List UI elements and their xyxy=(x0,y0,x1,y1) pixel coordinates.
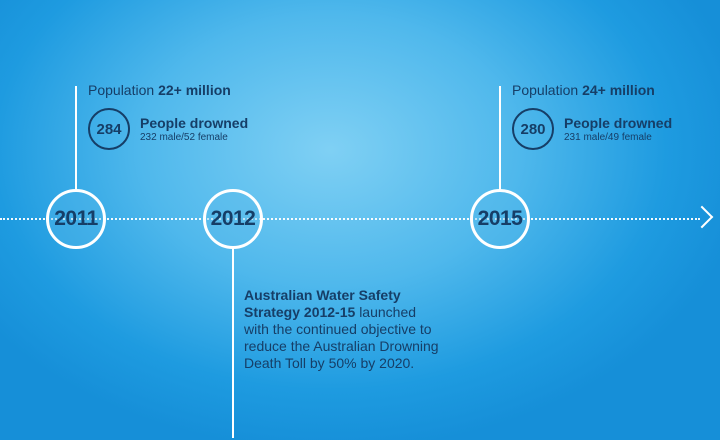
timeline-arrow-icon xyxy=(690,205,714,229)
population-2011: Population 22+ million xyxy=(88,82,248,98)
year-label-2015: 2015 xyxy=(477,207,523,230)
stem-2011 xyxy=(75,86,77,189)
drowned-detail-2015: 231 male/49 female xyxy=(564,131,652,143)
drowned-count-2015: 280 xyxy=(512,108,554,150)
population-prefix: Population xyxy=(88,82,155,98)
year-node-2011: 2011 xyxy=(46,189,106,249)
population-prefix: Population xyxy=(512,82,579,98)
stem-2015 xyxy=(499,86,501,189)
year-node-2012: 2012 xyxy=(203,189,263,249)
event-2015: Population 24+ million 280 People drowne… xyxy=(512,82,672,150)
population-value: 24+ million xyxy=(582,82,655,98)
drowned-label-2015: People drowned xyxy=(564,114,673,131)
event-2012: Australian Water Safety Strategy 2012-15… xyxy=(244,287,444,372)
drowned-label-2011: People drowned xyxy=(140,114,249,131)
year-label-2011: 2011 xyxy=(54,207,98,230)
population-2015: Population 24+ million xyxy=(512,82,672,98)
event-2011: Population 22+ million 284 People drowne… xyxy=(88,82,248,150)
stem-2012 xyxy=(232,248,234,438)
timeline-axis xyxy=(0,218,700,220)
drowned-row-2011: 284 People drowned 232 male/52 female xyxy=(88,108,248,150)
population-value: 22+ million xyxy=(158,82,231,98)
drowned-detail-2011: 232 male/52 female xyxy=(140,131,228,143)
year-node-2015: 2015 xyxy=(470,189,530,249)
strategy-title: Australian Water Safety Strategy 2012-15 xyxy=(244,287,401,320)
drowned-row-2015: 280 People drowned 231 male/49 female xyxy=(512,108,672,150)
strategy-text: launched with the continued objective to… xyxy=(244,304,439,371)
year-label-2012: 2012 xyxy=(210,207,256,230)
drowned-count-2011: 284 xyxy=(88,108,130,150)
